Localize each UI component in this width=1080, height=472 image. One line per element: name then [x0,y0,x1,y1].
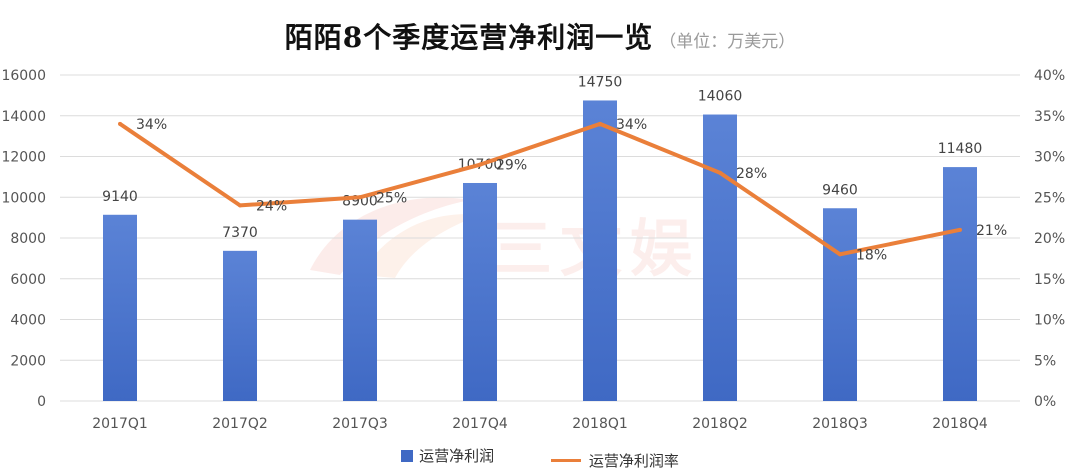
line-value-label: 18% [856,247,887,263]
x-category-label: 2017Q3 [332,416,388,432]
bar-value-label: 7370 [222,225,258,241]
bar-value-label: 9460 [822,182,858,198]
y-left-tick-label: 16000 [1,68,46,84]
bar [823,208,857,401]
y-right-tick-label: 35% [1034,109,1065,125]
x-category-label: 2017Q1 [92,416,148,432]
legend-label-bar: 运营净利润 [419,447,495,465]
line-value-label: 34% [616,117,647,133]
y-left-tick-label: 12000 [1,150,46,166]
x-category-label: 2017Q2 [212,416,268,432]
y-left-tick-label: 8000 [10,231,46,247]
y-left-tick-label: 6000 [10,272,46,288]
line-point [358,195,362,200]
x-category-label: 2018Q4 [932,416,988,432]
y-left-tick-label: 10000 [1,190,46,206]
legend-swatch-line [550,458,581,462]
line-value-label: 28% [736,166,767,182]
chart-title-unit: （单位：万美元） [659,32,796,52]
line-point [718,170,722,175]
x-category-label: 2018Q3 [812,416,868,432]
x-category-label: 2018Q1 [572,416,628,432]
y-right-tick-label: 25% [1034,190,1065,206]
y-left-tick-label: 4000 [10,313,46,329]
line-value-label: 29% [496,158,527,174]
line-point [238,203,242,208]
bar-value-label: 11480 [938,141,983,157]
line-value-label: 34% [136,117,167,133]
y-right-tick-label: 30% [1034,150,1065,166]
bar [703,114,737,401]
y-right-tick-label: 5% [1034,353,1056,369]
line-point [598,121,602,126]
y-right-tick-label: 40% [1034,68,1065,84]
line-point [958,227,962,232]
y-right-tick-label: 15% [1034,272,1065,288]
bar [463,182,497,401]
y-left-tick-label: 14000 [1,109,46,125]
y-right-tick-label: 10% [1034,313,1065,329]
bar-value-label: 9140 [102,189,138,205]
bar [103,214,137,401]
chart-title: 陌陌8个季度运营净利润一览 （单位：万美元） [0,16,1080,56]
bar [343,219,377,401]
x-category-label: 2017Q4 [452,416,508,432]
y-right-tick-label: 20% [1034,231,1065,247]
line-value-label: 21% [976,223,1007,239]
y-right-tick-label: 0% [1034,394,1056,410]
bar [943,167,977,401]
y-left-tick-label: 0 [37,394,46,410]
legend-swatch-bar [401,449,414,462]
chart-title-main: 陌陌8个季度运营净利润一览 [284,21,654,54]
bar-value-label: 14750 [578,74,623,90]
legend-item-bar: 运营净利润 [401,445,494,466]
x-category-label: 2018Q2 [692,416,748,432]
chart-legend: 运营净利润 运营净利润率 [0,445,1080,471]
combo-chart: 0 0% 2000 5% 4000 10% 6000 15% 8000 20% 10000 25% 12… [1,68,1065,432]
bar [223,250,257,401]
line-value-label: 25% [376,190,407,206]
line-point [478,162,482,167]
line-series [118,121,961,257]
bar-value-label: 14060 [698,89,743,105]
legend-label-line: 运营净利润率 [588,451,679,470]
bar [583,100,617,401]
line-value-label: 24% [256,198,287,214]
legend-item-line: 运营净利润率 [550,450,679,471]
line-point [838,252,842,257]
line-point [118,121,122,126]
y-left-tick-label: 2000 [10,353,46,369]
